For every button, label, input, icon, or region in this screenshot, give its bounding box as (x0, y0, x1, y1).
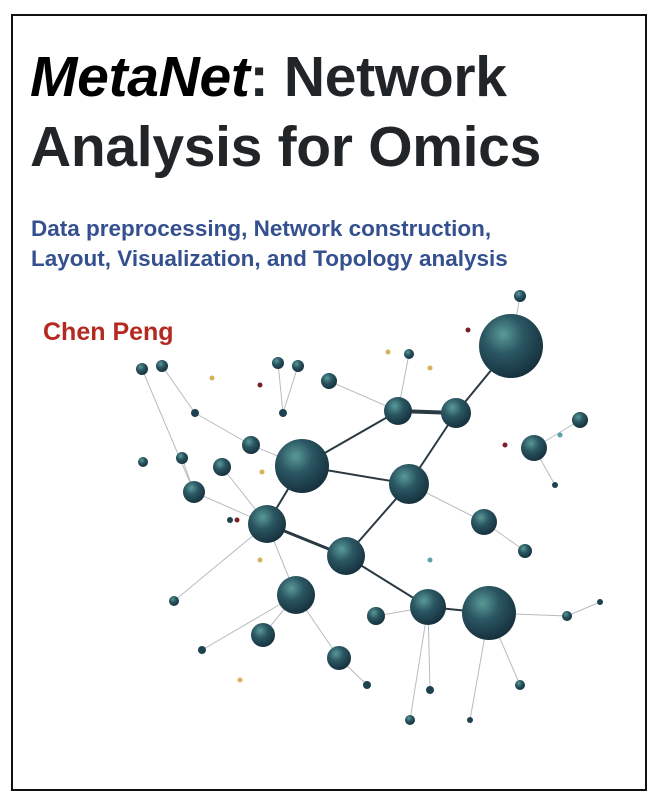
network-dot (502, 442, 508, 448)
network-node (515, 680, 525, 690)
network-node (213, 458, 231, 476)
network-dot (465, 327, 471, 333)
network-node (156, 360, 168, 372)
network-node (518, 544, 532, 558)
network-node (467, 717, 473, 723)
network-node (384, 397, 412, 425)
network-node (191, 409, 199, 417)
network-node (552, 482, 558, 488)
network-node (389, 464, 429, 504)
network-node (183, 481, 205, 503)
network-node (521, 435, 547, 461)
author-name: Chen Peng (43, 318, 174, 346)
network-node (471, 509, 497, 535)
network-node (405, 715, 415, 725)
network-edge (173, 523, 268, 602)
network-edge (409, 606, 429, 721)
network-dot (385, 349, 391, 355)
network-dot (209, 375, 215, 381)
network-node (169, 596, 179, 606)
network-node (275, 439, 329, 493)
network-node (572, 412, 588, 428)
book-title: MetaNet: Network Analysis for Omics (30, 42, 541, 182)
subtitle-line2: Layout, Visualization, and Topology anal… (31, 246, 508, 271)
network-node (410, 589, 446, 625)
network-node (138, 457, 148, 467)
subtitle-line1: Data preprocessing, Network construction… (31, 216, 492, 241)
network-node (292, 360, 304, 372)
network-edge (566, 601, 601, 617)
network-node (479, 314, 543, 378)
network-node (248, 505, 286, 543)
network-dot (237, 677, 243, 683)
network-node (327, 646, 351, 670)
network-node (327, 537, 365, 575)
network-node (277, 576, 315, 614)
network-node (404, 349, 414, 359)
network-node (321, 373, 337, 389)
network-node (597, 599, 603, 605)
network-node (367, 607, 385, 625)
network-node (227, 517, 233, 523)
network-node (426, 686, 434, 694)
network-edge (277, 362, 284, 414)
network-dot (234, 517, 240, 523)
network-edge (282, 365, 299, 414)
network-edge (161, 365, 196, 414)
network-node (279, 409, 287, 417)
network-dot (557, 432, 563, 438)
network-dot (257, 557, 263, 563)
title-line1-rest: : Network (249, 45, 507, 109)
network-dot (257, 382, 263, 388)
network-node (136, 363, 148, 375)
network-node (562, 611, 572, 621)
network-node (176, 452, 188, 464)
network-edge (194, 412, 252, 446)
network-node (514, 290, 526, 302)
network-node (363, 681, 371, 689)
title-line2: Analysis for Omics (30, 115, 541, 179)
network-node (198, 646, 206, 654)
network-edge (141, 368, 195, 493)
network-node (272, 357, 284, 369)
network-node (462, 586, 516, 640)
network-node (251, 623, 275, 647)
network-dot (259, 469, 265, 475)
network-node (441, 398, 471, 428)
network-dot (427, 557, 433, 563)
subtitle: Data preprocessing, Network construction… (31, 214, 508, 274)
network-dot (427, 365, 433, 371)
network-node (242, 436, 260, 454)
title-metanet: MetaNet (30, 45, 250, 109)
